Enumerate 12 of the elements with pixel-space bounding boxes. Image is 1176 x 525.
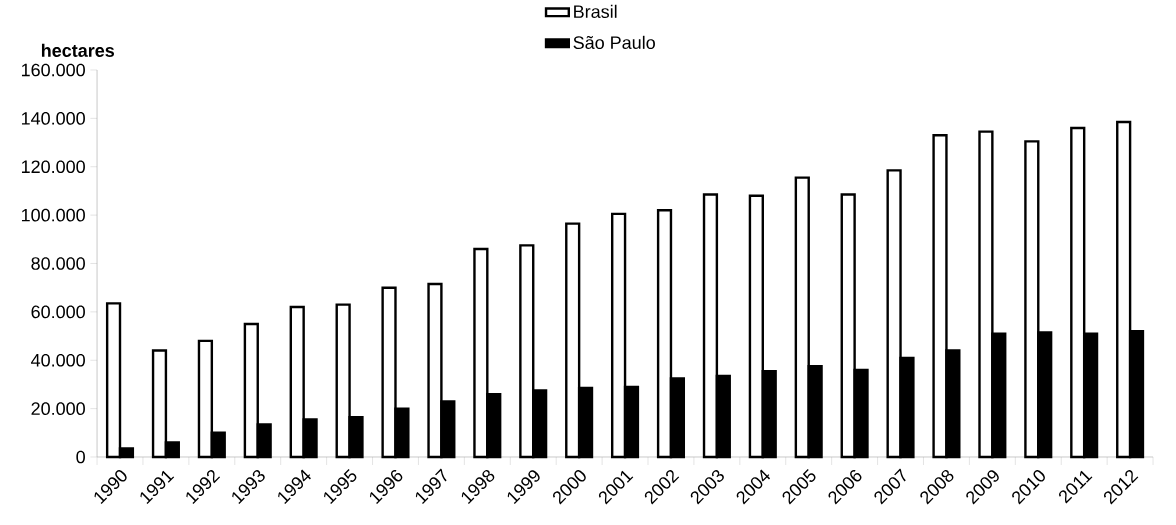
y-axis-title: hectares — [41, 43, 115, 57]
legend-label: São Paulo — [573, 35, 655, 50]
y-tick-label: 0 — [76, 450, 85, 464]
y-tick-label: 20.000 — [31, 402, 85, 415]
y-tick-label: 80.000 — [31, 257, 85, 270]
y-tick-label: 60.000 — [31, 305, 85, 319]
y-tick-label: 120.000 — [21, 160, 85, 174]
y-tick-label: 100.000 — [21, 208, 85, 222]
legend-label: Brasil — [574, 4, 617, 18]
y-tick-label: 40.000 — [31, 353, 85, 367]
y-tick-label: 140.000 — [21, 112, 85, 125]
y-tick-label: 160.000 — [21, 63, 85, 77]
